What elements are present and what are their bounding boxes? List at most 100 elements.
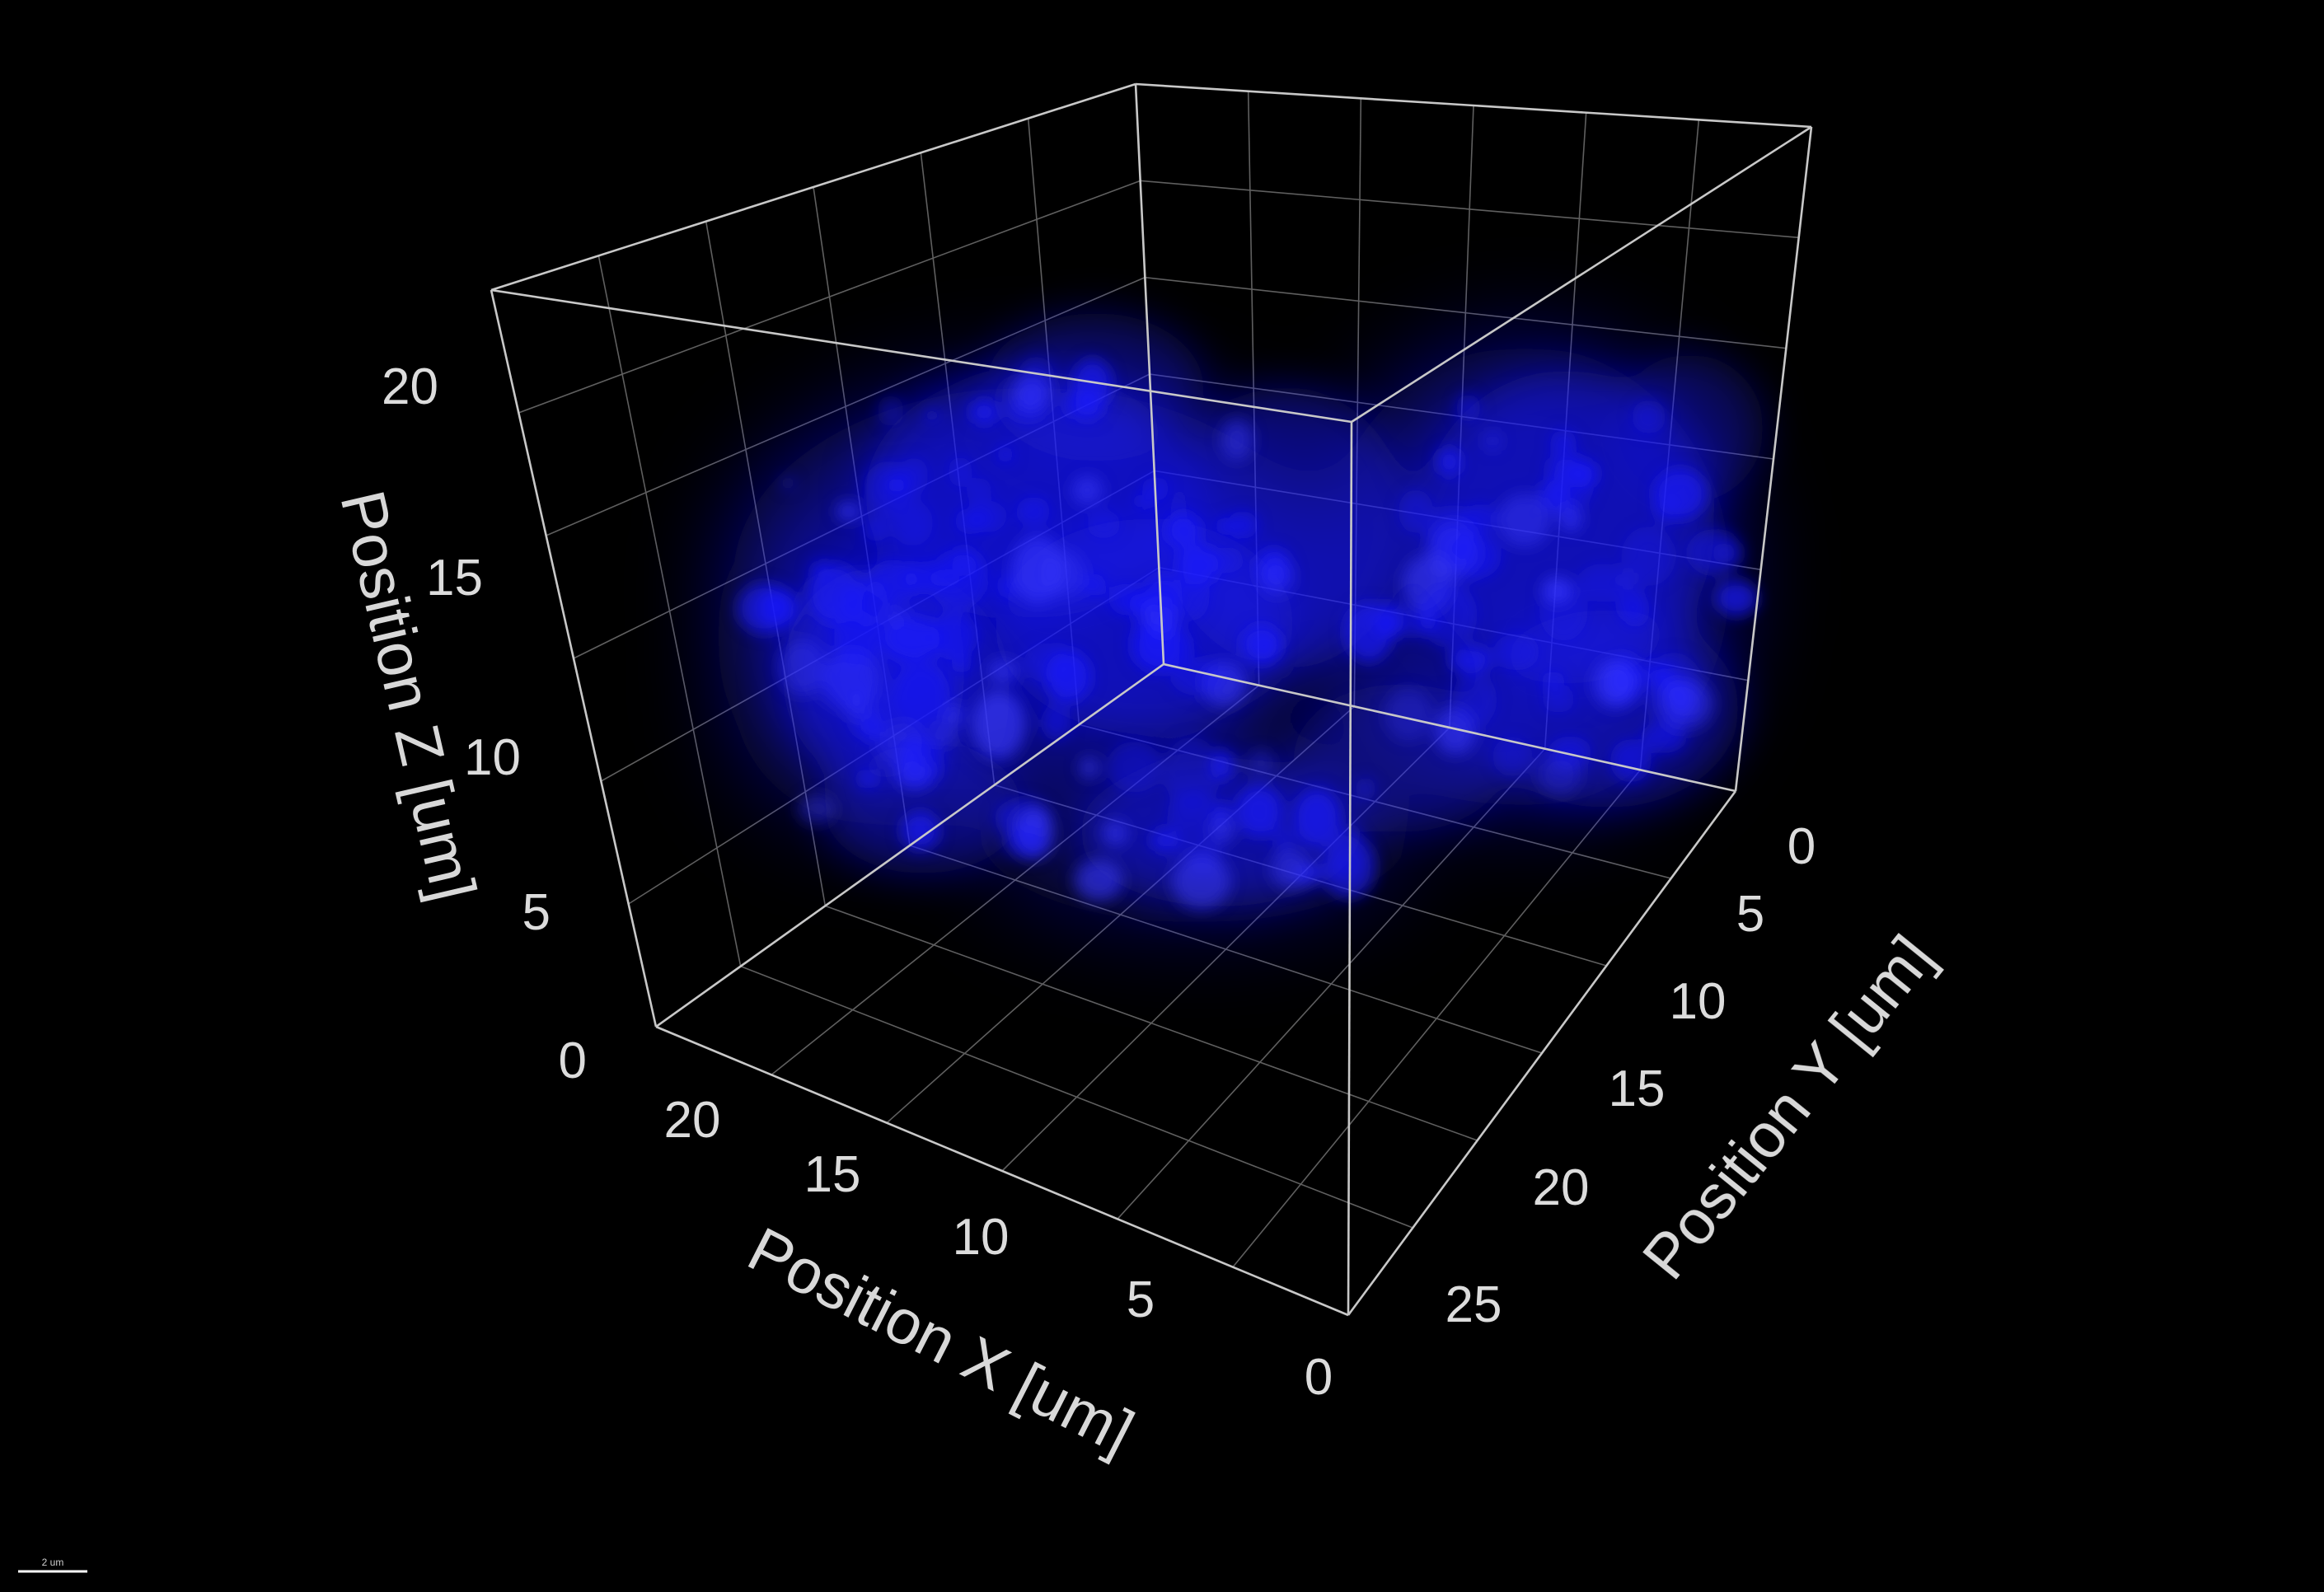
volume-speckle bbox=[877, 395, 904, 427]
volume-speckle bbox=[836, 502, 861, 521]
volume-speckle bbox=[1259, 558, 1295, 598]
tick-label: 10 bbox=[1670, 973, 1727, 1030]
box-edge bbox=[1351, 125, 1812, 424]
box-edge bbox=[1347, 790, 1737, 1316]
volume-speckle bbox=[891, 500, 934, 546]
tick-label: 20 bbox=[1533, 1159, 1590, 1216]
grid-line bbox=[1232, 769, 1641, 1268]
volume-speckle bbox=[1449, 533, 1502, 579]
volume-speckle bbox=[945, 705, 963, 726]
tick-label: 5 bbox=[1127, 1271, 1155, 1328]
volume-speckle bbox=[1293, 789, 1341, 848]
volume-speckle bbox=[1150, 827, 1184, 853]
z-axis-ticks: 0 5 10 15 20 bbox=[382, 358, 587, 1089]
volume-speckle bbox=[1165, 513, 1202, 548]
box-edge bbox=[1163, 663, 1736, 793]
volume-speckle bbox=[1632, 400, 1666, 434]
volume-speckle bbox=[1086, 510, 1121, 539]
volume-speckle bbox=[1617, 571, 1639, 587]
volume-speckle bbox=[1497, 494, 1551, 547]
volume-speckle bbox=[894, 733, 944, 788]
volume-speckle bbox=[1652, 496, 1680, 523]
volume-speckle bbox=[1609, 739, 1652, 783]
volume-speckle bbox=[1221, 419, 1253, 461]
volume-speckle bbox=[1549, 429, 1577, 458]
tick-label: 15 bbox=[804, 1146, 861, 1203]
volume-speckle bbox=[1593, 658, 1638, 709]
volume-speckle bbox=[1248, 750, 1275, 777]
tick-label: 20 bbox=[382, 358, 438, 415]
box-edge bbox=[1734, 126, 1813, 792]
volume-speckle bbox=[1019, 356, 1055, 400]
volume-speckle bbox=[1483, 430, 1502, 452]
volume-speckle bbox=[1398, 489, 1434, 534]
volume-speckle bbox=[1541, 671, 1565, 691]
volume-speckle bbox=[1641, 721, 1687, 754]
volume-speckle bbox=[1207, 547, 1244, 574]
volume-speckle bbox=[1544, 455, 1574, 479]
tick-label: 15 bbox=[426, 550, 483, 606]
volume-speckle bbox=[923, 408, 941, 423]
volume-speckle bbox=[970, 399, 998, 425]
tick-label: 5 bbox=[1736, 886, 1764, 943]
volume-speckle bbox=[798, 794, 836, 824]
fluorescence-volume bbox=[733, 313, 1764, 923]
volume-speckle bbox=[930, 611, 978, 660]
volume-speckle bbox=[822, 649, 882, 707]
volume-speckles bbox=[737, 356, 1759, 910]
volume-speckle bbox=[864, 515, 888, 542]
volume-speckle bbox=[1549, 736, 1592, 770]
volume-speckle bbox=[868, 560, 918, 603]
volume-speckle bbox=[1081, 574, 1106, 597]
volume-speckle bbox=[893, 662, 950, 728]
volume-speckle bbox=[948, 456, 972, 488]
volume-speckle bbox=[1449, 645, 1492, 675]
volume-speckle bbox=[1016, 497, 1051, 527]
tick-label: 0 bbox=[1788, 818, 1816, 875]
volume-speckle bbox=[1102, 820, 1129, 846]
box-edge bbox=[1347, 421, 1353, 1316]
volume-speckle bbox=[1024, 643, 1075, 683]
volume-speckle bbox=[1559, 505, 1582, 532]
tick-label: 10 bbox=[464, 729, 521, 786]
volume-speckle bbox=[1004, 825, 1049, 859]
volume-speckle bbox=[1144, 574, 1183, 614]
volume-speckle bbox=[1271, 849, 1310, 890]
volume-speckle bbox=[1420, 582, 1478, 649]
volume-speckle bbox=[1577, 563, 1629, 602]
volume-speckle bbox=[1170, 657, 1224, 695]
volume-speckle bbox=[779, 475, 797, 491]
tick-label: 20 bbox=[664, 1092, 721, 1149]
volume-speckle bbox=[998, 577, 1018, 599]
tick-label: 10 bbox=[953, 1209, 1010, 1266]
box-edge bbox=[490, 288, 1352, 424]
volume-speckle bbox=[834, 610, 881, 664]
volume-speckle bbox=[1079, 756, 1099, 779]
volume-speckle bbox=[987, 659, 1019, 684]
volume-speckle bbox=[1621, 526, 1676, 587]
volume-speckle bbox=[1071, 475, 1103, 505]
volume-speckle bbox=[1173, 573, 1210, 621]
box-edge bbox=[655, 1025, 1349, 1317]
volume-lobe bbox=[1162, 387, 1409, 667]
volume-speckle bbox=[1163, 737, 1221, 808]
tick-label: 0 bbox=[1305, 1349, 1333, 1406]
volume-speckle bbox=[1463, 503, 1499, 533]
volume-speckle bbox=[1272, 827, 1296, 851]
volume-speckle bbox=[1253, 631, 1281, 665]
volume-speckle bbox=[1455, 394, 1481, 423]
volume-speckle bbox=[1452, 672, 1497, 728]
box-edge bbox=[490, 289, 658, 1028]
volume-speckle bbox=[1074, 859, 1123, 901]
volume-speckle bbox=[1210, 749, 1235, 781]
volume-speckle bbox=[1384, 687, 1432, 742]
box-edge bbox=[655, 663, 1164, 1028]
volume-speckle bbox=[1715, 579, 1759, 617]
volume-speckle bbox=[1542, 577, 1572, 604]
volume-speckle bbox=[1210, 816, 1235, 844]
volume-speckle bbox=[1712, 542, 1739, 564]
volume-speckle bbox=[929, 549, 988, 610]
tick-label: 5 bbox=[522, 884, 551, 941]
